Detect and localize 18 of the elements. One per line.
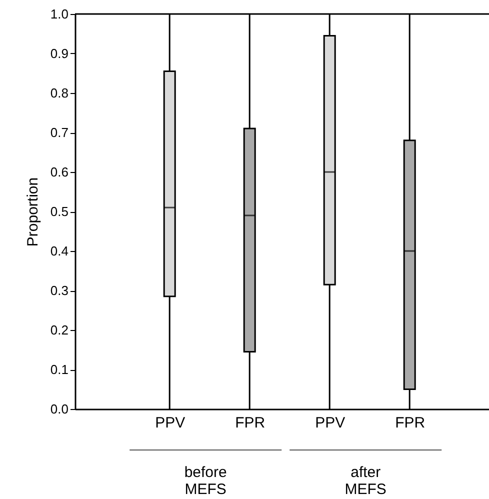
y-tick-label: 0.7	[50, 125, 68, 140]
y-axis-title: Proportion	[24, 177, 42, 247]
y-tick-label: 0.5	[50, 204, 68, 219]
x-tick-label: PPV	[155, 414, 186, 432]
x-tick-label: FPR	[395, 414, 426, 432]
text: before MEFS	[184, 464, 227, 498]
text: after MEFS	[344, 464, 386, 498]
x-tick-label: FPR	[235, 414, 266, 432]
x-tick-label: PPV	[315, 414, 346, 432]
y-tick-label: 0.2	[50, 322, 68, 338]
y-tick-label: 1.0	[50, 6, 68, 22]
y-tick-label: 0.9	[50, 46, 68, 61]
y-tick-label: 0.8	[50, 86, 68, 100]
y-tick-label: 0.1	[50, 362, 68, 377]
y-tick-label: 0.3	[50, 283, 68, 298]
y-tick-label: 0.4	[50, 244, 68, 258]
y-tick-label: 0.0	[50, 402, 68, 416]
y-tick-label: 0.6	[50, 164, 68, 180]
